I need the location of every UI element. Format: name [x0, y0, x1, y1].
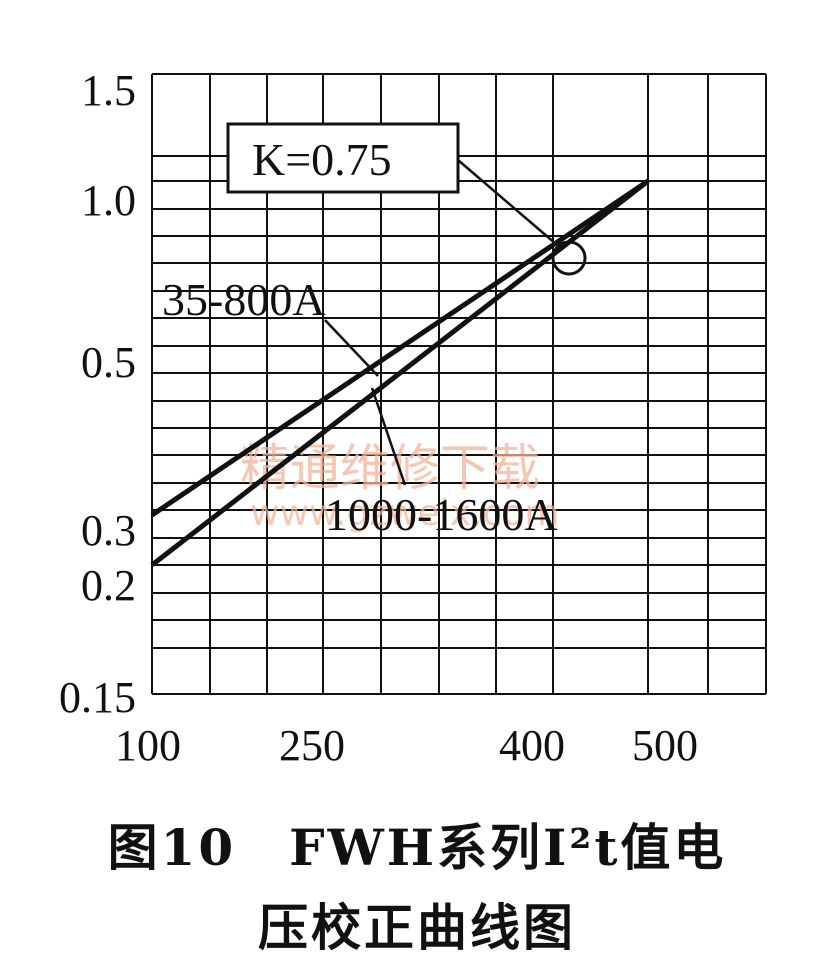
x-axis-ticks: 100 250 400 500: [115, 721, 698, 770]
x-tick-label: 100: [115, 721, 181, 770]
y-tick-label: 0.2: [81, 561, 136, 610]
x-tick-label: 400: [499, 721, 565, 770]
x-tick-label: 250: [279, 721, 345, 770]
annotation-leader: [457, 159, 557, 245]
series-label-1000-1600a: 1000-1600A: [325, 489, 558, 540]
y-tick-label: 0.3: [81, 506, 136, 555]
series-label-35-800a: 35-800A: [162, 274, 326, 325]
series-leader-35-800a: [324, 319, 379, 377]
annotation-box: [226, 122, 460, 194]
watermark-url: www.gzweix.com: [250, 493, 559, 534]
series-leader-1000-1600a: [370, 387, 407, 486]
y-tick-label: 0.5: [81, 338, 136, 387]
x-tick-label: 500: [632, 721, 698, 770]
series-line-0: [150, 178, 650, 518]
y-axis-ticks: 1.5 1.0 0.5 0.3 0.2 0.15: [59, 66, 136, 722]
y-tick-label: 0.15: [59, 673, 136, 722]
annotation-marker: [551, 240, 587, 276]
annotation-label: K=0.75: [252, 134, 392, 185]
figure-caption-line2: 压校正曲线图: [258, 898, 576, 957]
y-tick-label: 1.0: [81, 176, 136, 225]
chart: 1.51.00.50.30.20.15 100 250 400 500 精通维修下载 …: [59, 66, 767, 770]
watermark-text: 精通维修下载: [240, 439, 540, 497]
series-layer: [150, 178, 650, 567]
figure-caption-line1: 图10 FWH系列I²t值电: [107, 818, 727, 877]
y-tick-label: 1.5: [81, 66, 136, 115]
series-line-1: [150, 179, 650, 567]
